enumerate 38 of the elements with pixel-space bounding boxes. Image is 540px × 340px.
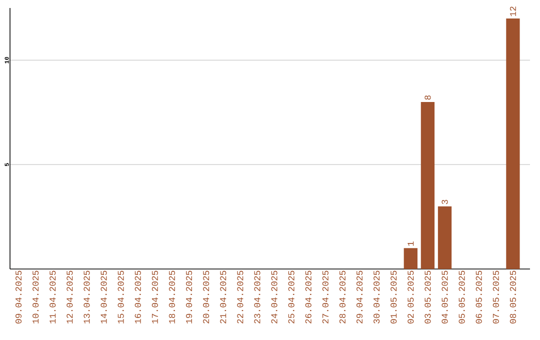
bar <box>506 18 520 269</box>
x-tick-label: 27.04.2025 <box>322 270 328 324</box>
x-tick-label: 01.05.2025 <box>390 270 397 324</box>
x-tick-label: 09.04.2025 <box>15 270 22 324</box>
x-tick-label: 30.04.2025 <box>374 270 380 324</box>
data-label: 8 <box>424 95 431 100</box>
x-tick-label: 06.05.2025 <box>476 270 482 324</box>
x-tick-label: 04.05.2025 <box>442 270 448 324</box>
x-tick-label: 24.04.2025 <box>271 270 278 324</box>
data-label: 12 <box>510 6 516 16</box>
x-tick-label: 21.04.2025 <box>220 270 226 324</box>
x-tick-label: 18.04.2025 <box>168 270 176 324</box>
x-tick-label: 07.05.2025 <box>492 270 499 324</box>
x-tick-label: 28.04.2025 <box>339 270 346 324</box>
x-tick-label: 11.04.2025 <box>50 270 56 324</box>
bar <box>420 102 435 269</box>
x-tick-label: 15.04.2025 <box>118 270 124 324</box>
x-tick-label: 13.04.2025 <box>84 270 90 324</box>
data-label: 1 <box>408 241 414 246</box>
x-tick-label: 10.04.2025 <box>32 270 39 324</box>
x-tick-label: 03.05.2025 <box>424 270 431 324</box>
x-tick-label: 19.04.2025 <box>186 270 192 324</box>
x-tick-label: 20.04.2025 <box>203 270 210 324</box>
x-tick-label: 29.04.2025 <box>356 270 363 324</box>
x-tick-label: 14.04.2025 <box>100 270 107 324</box>
x-tick-label: 25.04.2025 <box>288 270 294 324</box>
x-tick-label: 17.04.2025 <box>152 270 158 324</box>
x-tick-label: 22.04.2025 <box>237 270 244 324</box>
bar <box>438 206 452 269</box>
x-tick-label: 12.04.2025 <box>66 270 73 324</box>
data-label: 3 <box>442 200 448 204</box>
x-tick-label: 05.05.2025 <box>458 270 465 324</box>
x-tick-label: 26.04.2025 <box>305 270 312 324</box>
bar <box>404 248 418 269</box>
x-tick-label: 08.05.2025 <box>510 270 516 324</box>
x-tick-label: 02.05.2025 <box>408 270 414 324</box>
x-tick-label: 23.04.2025 <box>254 270 260 324</box>
x-tick-label: 16.04.2025 <box>134 270 141 324</box>
